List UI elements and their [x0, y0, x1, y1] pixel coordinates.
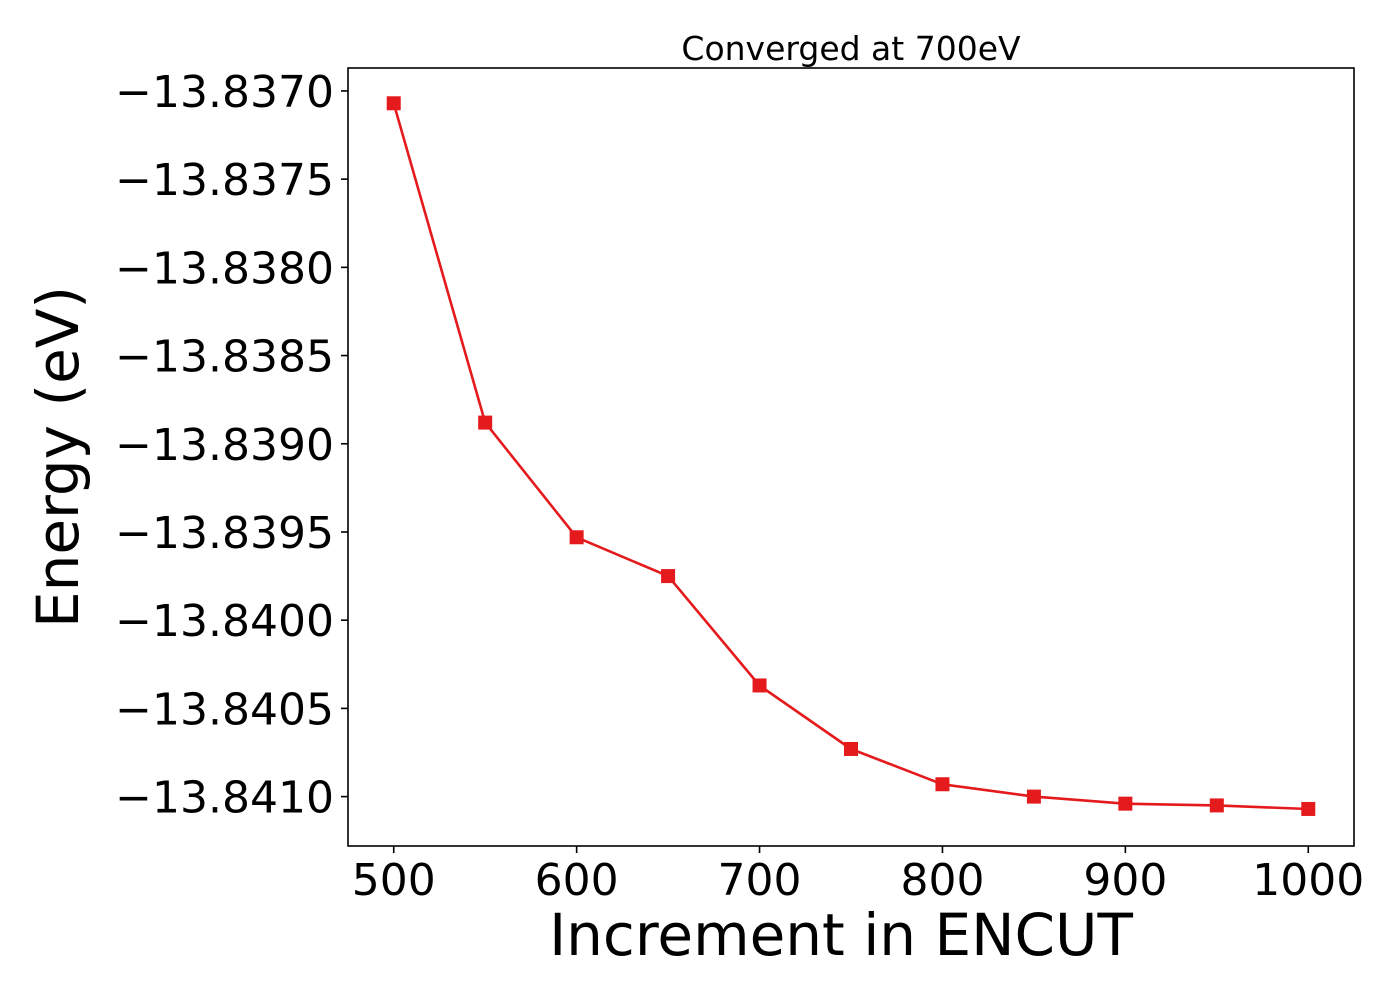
- x-tick-label: 1000: [1252, 855, 1364, 906]
- series-layer: [386, 96, 1316, 816]
- data-point-marker: [752, 678, 767, 693]
- x-tick-label: 600: [535, 855, 619, 906]
- x-tick-label: 800: [900, 855, 984, 906]
- chart-title: Converged at 700eV: [681, 29, 1021, 68]
- x-axis-ticks: 500 600 700 800 900 1000: [352, 846, 1364, 906]
- data-point-marker: [935, 777, 950, 792]
- data-point-marker: [569, 530, 584, 545]
- y-tick-label: −13.8395: [115, 508, 334, 559]
- x-axis-title: Increment in ENCUT: [549, 901, 1133, 969]
- y-tick-label: −13.8370: [115, 67, 334, 118]
- data-point-marker: [1026, 789, 1041, 804]
- data-point-marker: [661, 569, 676, 584]
- data-point-marker: [478, 415, 493, 430]
- data-point-marker: [1118, 796, 1133, 811]
- y-tick-label: −13.8405: [115, 684, 334, 735]
- data-point-marker: [386, 96, 401, 111]
- y-tick-label: −13.8400: [115, 596, 334, 647]
- y-tick-label: −13.8385: [115, 332, 334, 383]
- y-axis-ticks: −13.8370 −13.8375 −13.8380 −13.8385 −13.8390…: [115, 67, 348, 824]
- x-tick-label: 900: [1083, 855, 1167, 906]
- y-tick-label: −13.8375: [115, 155, 334, 206]
- data-point-marker: [844, 741, 858, 756]
- x-tick-label: 500: [352, 855, 436, 906]
- y-tick-label: −13.8390: [115, 420, 334, 471]
- y-tick-label: −13.8410: [115, 773, 334, 824]
- y-axis-title: Energy (eV): [24, 286, 92, 628]
- y-tick-label: −13.8380: [115, 243, 334, 294]
- data-point-marker: [1209, 798, 1224, 813]
- plot-area: [347, 67, 1355, 847]
- x-tick-label: 700: [718, 855, 802, 906]
- data-point-marker: [1301, 801, 1316, 816]
